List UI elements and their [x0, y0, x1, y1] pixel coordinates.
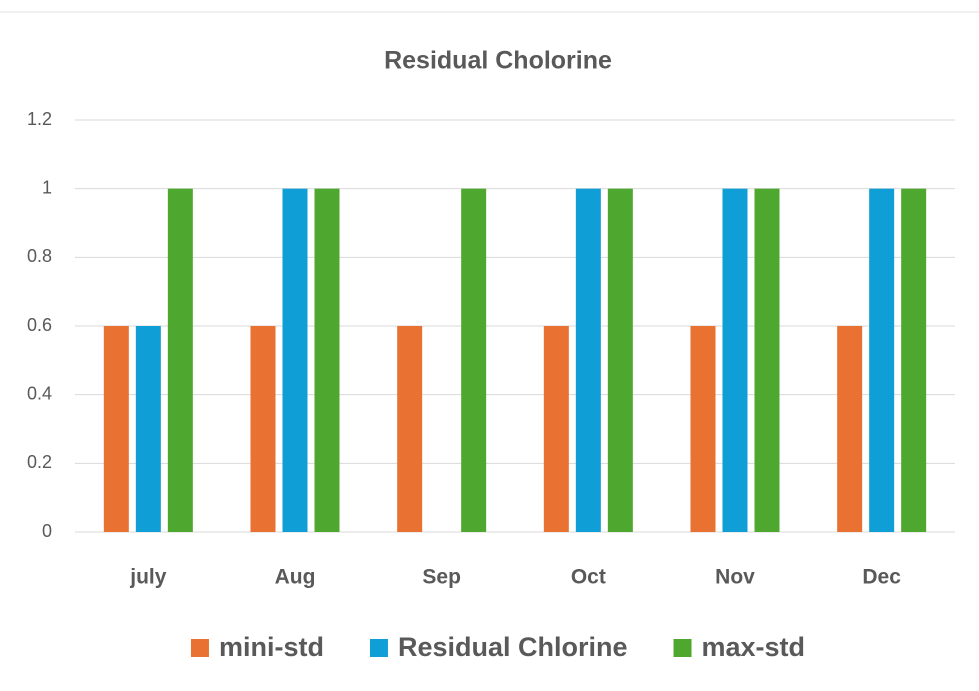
x-tick-label: Oct [571, 566, 606, 589]
x-tick-label: july [129, 566, 166, 589]
legend-label: max-std [702, 632, 806, 662]
legend-swatch [673, 639, 692, 657]
legend-swatch [190, 639, 209, 657]
x-tick-label: Dec [862, 566, 901, 589]
x-tick-label: Aug [275, 566, 316, 589]
bar [167, 188, 193, 532]
bar [869, 188, 895, 532]
chart-title: Residual Cholorine [384, 47, 612, 75]
bar [901, 188, 927, 532]
bar [575, 188, 601, 532]
bar [135, 326, 161, 532]
bar [314, 188, 340, 532]
x-tick-label: Nov [715, 566, 755, 589]
legend-label: mini-std [219, 632, 324, 662]
y-tick-label: 1.2 [27, 109, 52, 129]
y-tick-label: 0.8 [27, 246, 52, 266]
legend-swatch [369, 639, 388, 657]
bar [397, 326, 423, 532]
bar [282, 188, 308, 532]
bar [103, 326, 129, 532]
y-tick-label: 0.2 [27, 452, 52, 472]
bar [607, 188, 633, 532]
bar [837, 326, 863, 532]
y-tick-label: 0.4 [27, 383, 52, 403]
bar [722, 188, 748, 532]
x-tick-label: Sep [422, 566, 461, 589]
bar [690, 326, 716, 532]
bar [543, 326, 569, 532]
legend-label: Residual Chlorine [398, 632, 628, 662]
bar [461, 188, 487, 532]
bar [754, 188, 780, 532]
y-tick-label: 1 [42, 177, 52, 197]
y-tick-label: 0 [42, 521, 52, 541]
y-tick-label: 0.6 [27, 315, 52, 335]
bar [250, 326, 276, 532]
